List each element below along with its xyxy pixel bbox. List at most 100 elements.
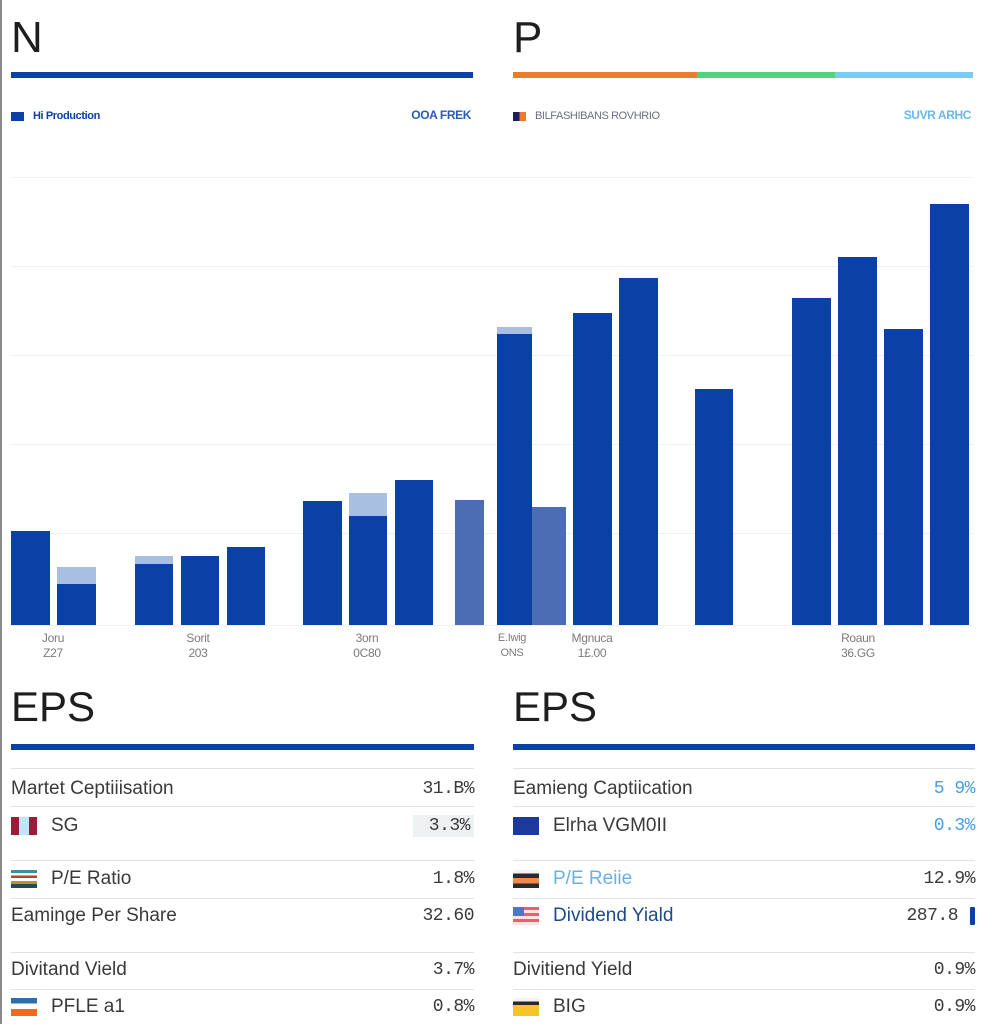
chart-bar[interactable] bbox=[619, 278, 658, 625]
right-rule-segment-green bbox=[697, 72, 835, 78]
gridline bbox=[11, 444, 973, 445]
left-legend[interactable]: Hi Production bbox=[11, 108, 100, 124]
row-value: 0.9% bbox=[933, 960, 976, 980]
left-table-title: EPS bbox=[11, 683, 96, 730]
x-axis-label: Roaun 36.GG bbox=[841, 631, 875, 660]
row-label: P/E Reiie bbox=[553, 868, 633, 889]
row-label: Divitiend Yield bbox=[513, 959, 633, 980]
left-panel-accent-rule bbox=[11, 72, 473, 78]
chart-bar[interactable] bbox=[11, 531, 50, 625]
x-axis-label: Sorit 203 bbox=[186, 631, 210, 660]
chart-bar[interactable] bbox=[395, 480, 433, 625]
flag-icon bbox=[11, 870, 37, 888]
left-panel-title: N bbox=[11, 13, 43, 62]
chart-bar[interactable] bbox=[57, 567, 96, 625]
row-label: PFLE a1 bbox=[51, 996, 125, 1017]
left-legend-right-label: OOA FREK bbox=[411, 108, 471, 122]
table-row[interactable]: P/E Reiie 12.9% bbox=[513, 864, 975, 894]
flag-icon bbox=[513, 998, 539, 1016]
row-label: Elrha VGM0II bbox=[553, 815, 668, 836]
flag-icon bbox=[11, 998, 37, 1016]
table-row[interactable]: Eaminge Per Share 32.60 bbox=[11, 901, 474, 931]
bar-chart: Joru Z27 Sorit 203 3orn 0C80 E.Iwig ONS Mgnu… bbox=[0, 160, 995, 680]
chart-bar[interactable] bbox=[532, 507, 566, 625]
row-label: SG bbox=[51, 815, 79, 836]
row-value: 3.7% bbox=[432, 960, 475, 980]
window-left-border bbox=[0, 0, 2, 1024]
chart-bar[interactable] bbox=[181, 556, 219, 625]
row-value: 1.8% bbox=[432, 869, 475, 889]
x-axis-label: 3orn 0C80 bbox=[353, 631, 381, 660]
chart-bar[interactable] bbox=[884, 329, 923, 625]
row-value: 31.B% bbox=[422, 779, 474, 799]
right-legend-right-label: SUVR ARHC bbox=[903, 108, 972, 122]
chart-bar[interactable] bbox=[135, 556, 173, 625]
table-row[interactable]: Dividend Yiald 287.8 bbox=[513, 901, 975, 931]
row-value: 32.60 bbox=[422, 906, 474, 926]
chart-bar[interactable] bbox=[930, 204, 969, 625]
row-label: Eamieng Captiication bbox=[513, 778, 693, 799]
row-value: 3.3% bbox=[412, 815, 474, 837]
x-axis-label: Joru Z27 bbox=[41, 631, 65, 660]
row-value: 0.3% bbox=[933, 816, 976, 836]
table-row[interactable]: PFLE a1 0.8% bbox=[11, 992, 475, 1022]
legend-swatch-icon bbox=[11, 111, 24, 121]
right-rule-segment-orange bbox=[513, 72, 697, 78]
table-row[interactable]: Divitand Vield 3.7% bbox=[11, 955, 475, 985]
right-legend[interactable]: BILFASHIBANS ROVHRIO bbox=[513, 108, 660, 124]
row-label: P/E Ratio bbox=[51, 868, 132, 889]
row-value: 0.8% bbox=[432, 997, 475, 1017]
left-legend-label: Hi Production bbox=[33, 110, 100, 122]
chart-bar[interactable] bbox=[573, 313, 612, 625]
row-value: 287.8 bbox=[906, 906, 958, 926]
table-row[interactable]: BIG 0.9% bbox=[513, 992, 976, 1022]
table-row[interactable]: Divitiend Yield 0.9% bbox=[513, 955, 976, 985]
row-value: 0.9% bbox=[933, 997, 976, 1017]
row-label: BIG bbox=[553, 996, 586, 1017]
row-label: Eaminge Per Share bbox=[11, 905, 177, 926]
chart-bar[interactable] bbox=[303, 501, 342, 625]
gridline bbox=[11, 533, 973, 534]
flag-icon bbox=[513, 907, 539, 925]
flag-icon bbox=[11, 817, 37, 835]
gridline bbox=[11, 355, 973, 356]
flag-icon bbox=[513, 870, 539, 888]
table-row[interactable]: SG 3.3% bbox=[11, 811, 474, 841]
baseline bbox=[11, 625, 973, 626]
gridline bbox=[11, 177, 973, 178]
chart-bar[interactable] bbox=[455, 500, 484, 625]
x-axis-label: E.Iwig ONS bbox=[497, 632, 527, 659]
right-panel-title: P bbox=[513, 13, 543, 62]
chart-bar-secondary-segment bbox=[349, 493, 387, 516]
left-metrics-table: Martet Ceptiiisation 31.B% SG 3.3% P/E R… bbox=[11, 768, 475, 1024]
chart-bar[interactable] bbox=[349, 493, 387, 625]
right-table-title: EPS bbox=[513, 683, 598, 730]
gridline bbox=[11, 266, 973, 267]
legend-swatch-icon bbox=[513, 111, 526, 121]
right-table-accent-rule bbox=[513, 744, 975, 750]
chart-bar[interactable] bbox=[497, 327, 532, 625]
row-label: Divitand Vield bbox=[11, 959, 127, 980]
chart-bar[interactable] bbox=[227, 547, 265, 625]
row-label: Martet Ceptiiisation bbox=[11, 778, 174, 799]
table-row[interactable]: P/E Ratio 1.8% bbox=[11, 864, 475, 894]
table-row[interactable]: Eamieng Captiication 5 9% bbox=[513, 774, 976, 804]
chart-bar-secondary-segment bbox=[135, 556, 173, 564]
row-label: Dividend Yiald bbox=[553, 905, 674, 926]
chart-bar[interactable] bbox=[792, 298, 831, 625]
chart-bar[interactable] bbox=[695, 389, 733, 625]
left-table-accent-rule bbox=[11, 744, 474, 750]
row-value: 12.9% bbox=[923, 869, 975, 889]
flag-icon bbox=[513, 817, 539, 835]
table-row[interactable]: Martet Ceptiiisation 31.B% bbox=[11, 774, 474, 804]
right-legend-label: BILFASHIBANS ROVHRIO bbox=[535, 110, 660, 122]
chart-bar-secondary-segment bbox=[57, 567, 96, 584]
table-row[interactable]: Elrha VGM0II 0.3% bbox=[513, 811, 976, 841]
chart-bar[interactable] bbox=[838, 257, 877, 625]
row-value: 5 9% bbox=[933, 779, 976, 799]
right-rule-segment-blue bbox=[835, 72, 973, 78]
x-axis-label: Mgnuca 1£.00 bbox=[571, 631, 613, 660]
status-indicator-icon bbox=[970, 907, 975, 925]
chart-bar-secondary-segment bbox=[497, 327, 532, 334]
right-metrics-table: Eamieng Captiication 5 9% Elrha VGM0II 0… bbox=[513, 768, 976, 1024]
